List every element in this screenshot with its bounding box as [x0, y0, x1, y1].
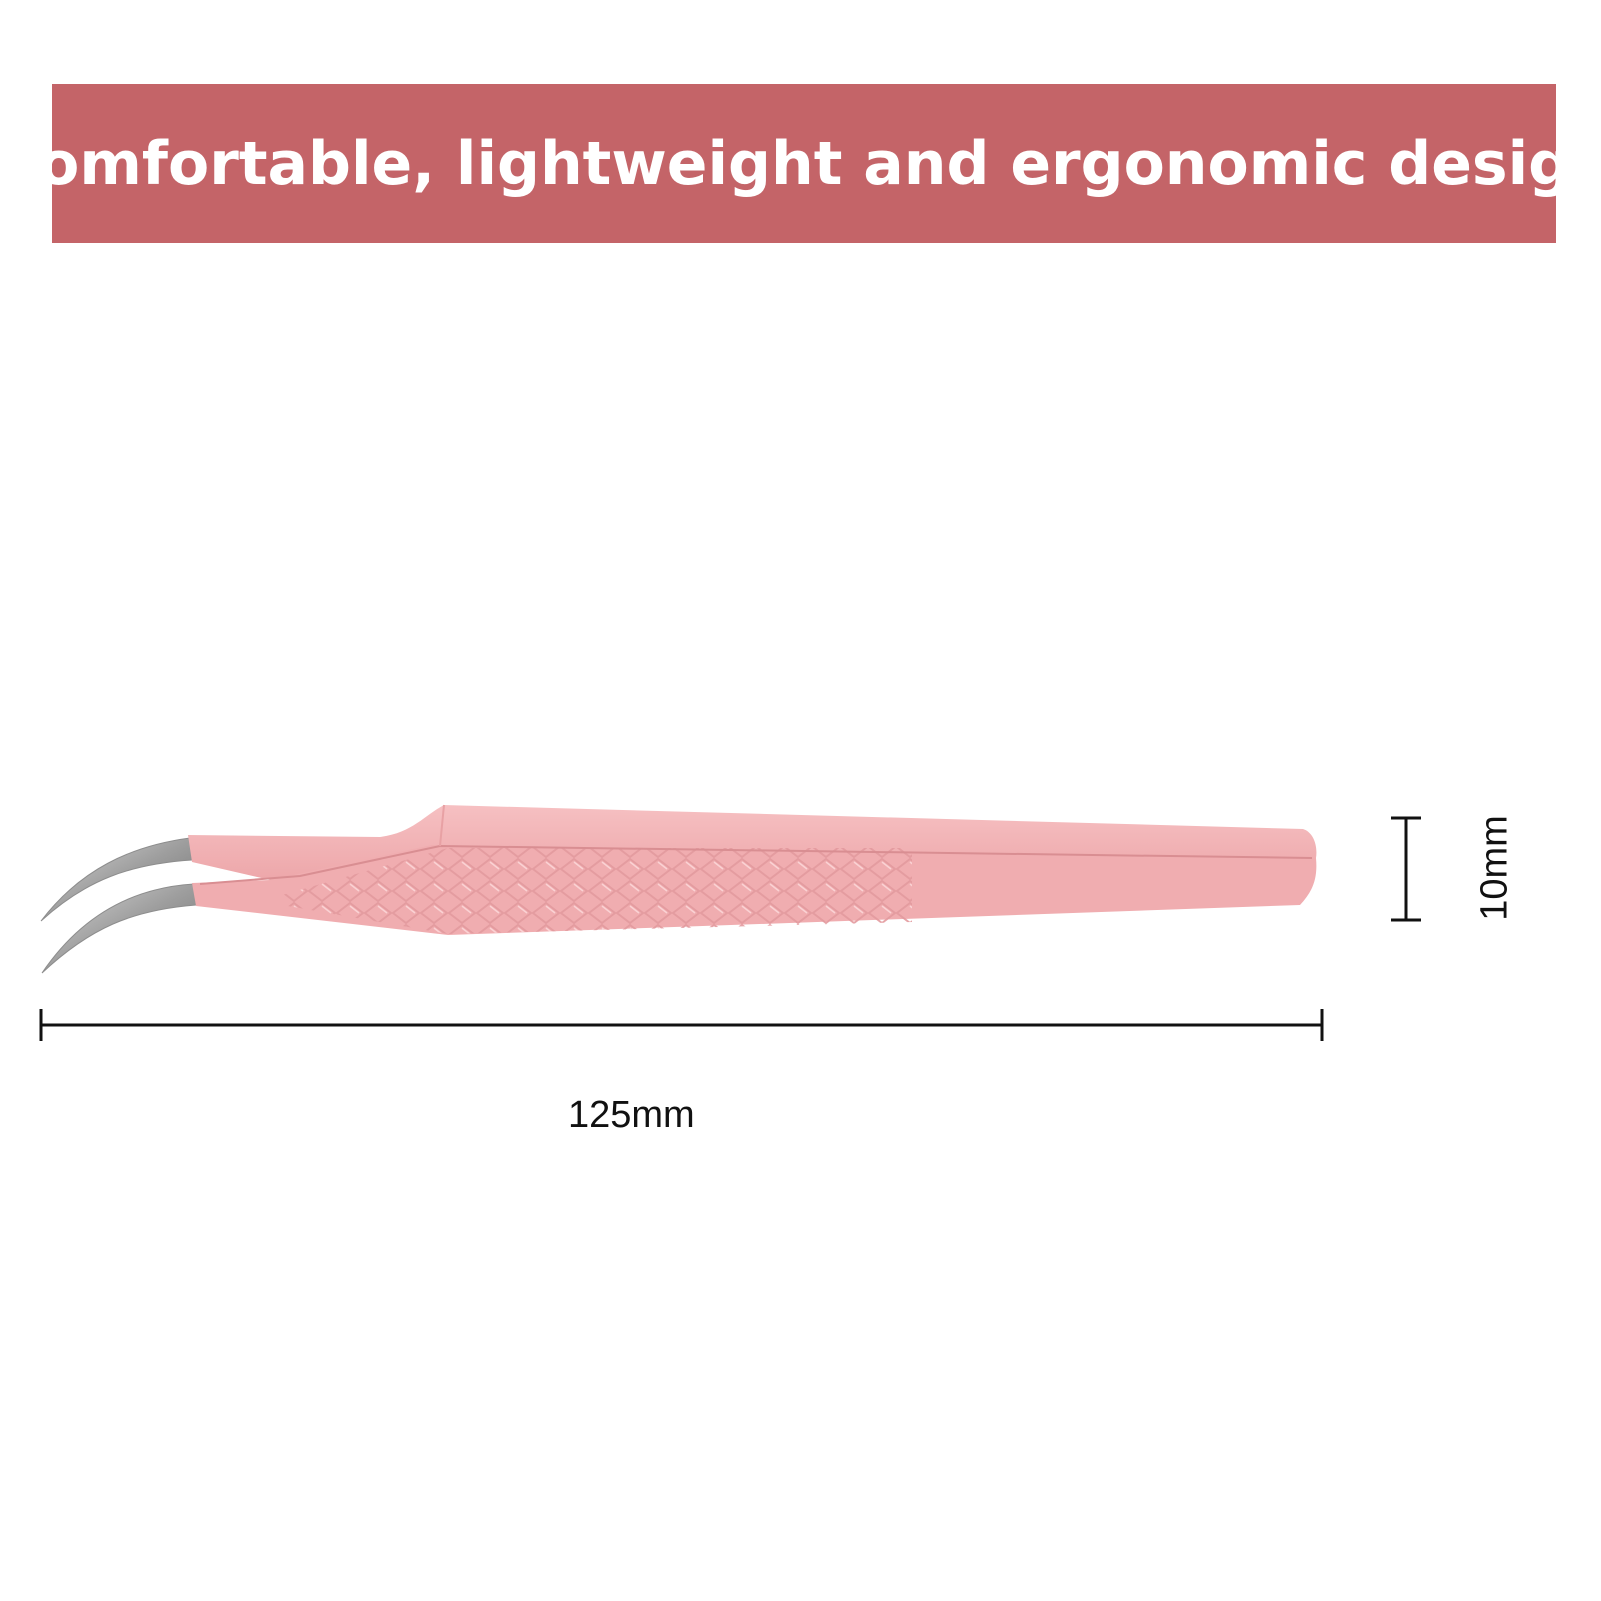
lower-tip [41, 883, 197, 974]
length-dimension-line [39, 1009, 1324, 1041]
grip-texture [282, 848, 912, 934]
width-dimension-line [1391, 816, 1421, 922]
banner-title: Comfortable, lightweight and ergonomic d… [0, 128, 1601, 199]
upper-tip [40, 837, 193, 922]
length-label: 125mm [568, 1094, 695, 1136]
title-banner: Comfortable, lightweight and ergonomic d… [0, 84, 1601, 243]
width-label: 10mm [1473, 815, 1516, 921]
